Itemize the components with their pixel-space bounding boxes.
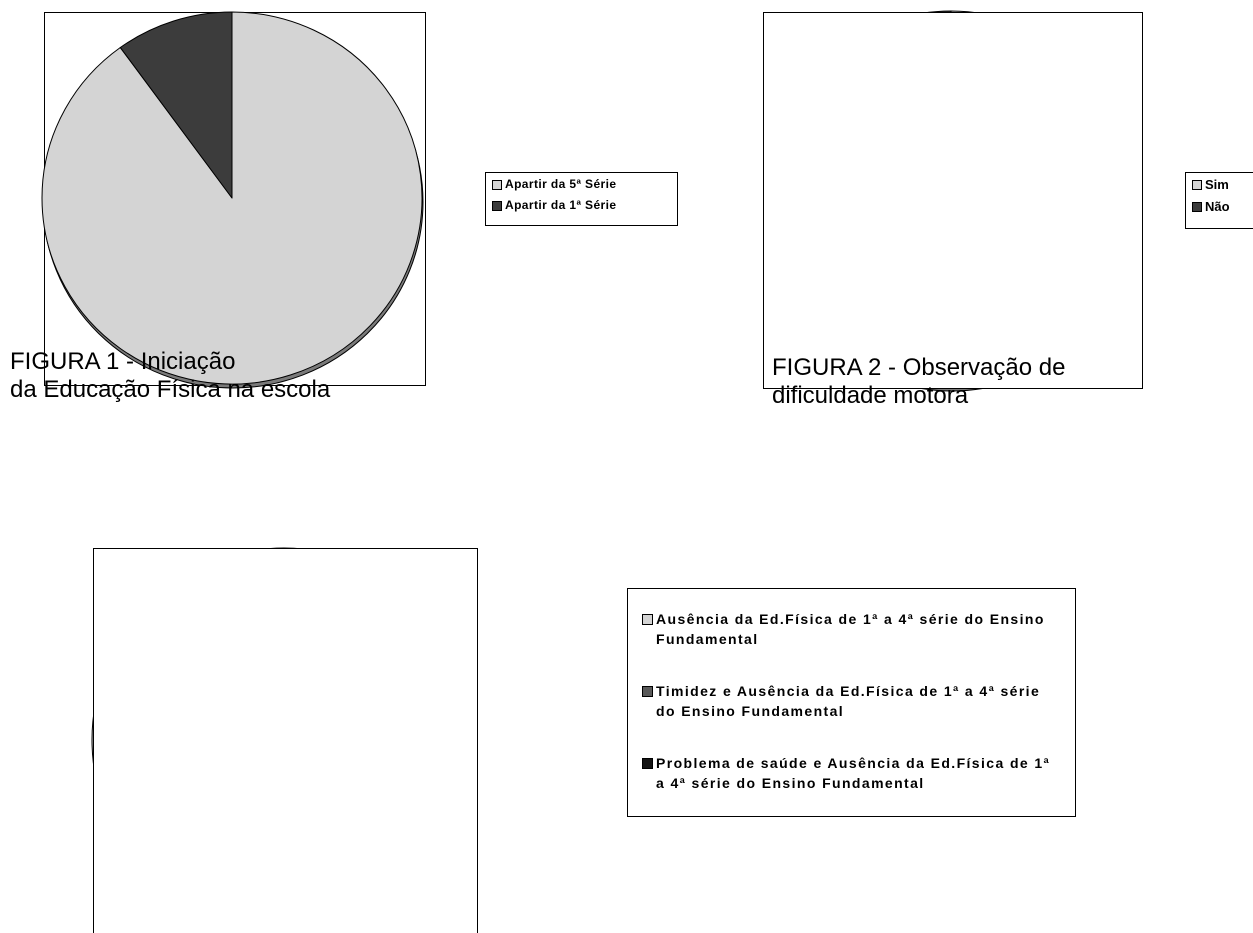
legend-2-item-1: Sim	[1192, 177, 1253, 199]
legend-2-label-2: Não	[1205, 199, 1230, 214]
legend-1-swatch-2	[492, 201, 502, 211]
legend-1-item-2: Apartir da 1ª Série	[492, 198, 671, 219]
legend-2-swatch-1	[1192, 180, 1202, 190]
legend-3: Ausência da Ed.Física de 1ª a 4ª série d…	[627, 588, 1076, 817]
legend-1-label-2: Apartir da 1ª Série	[505, 198, 617, 212]
plot-area-3	[93, 548, 478, 933]
legend-1-label-1: Apartir da 5ª Série	[505, 177, 617, 191]
legend-1-swatch-1	[492, 180, 502, 190]
caption-2-line-1: FIGURA 2 - Observação de	[772, 354, 1066, 381]
figure-caption-1: FIGURA 1 - Iniciação da Educação Física …	[10, 348, 330, 404]
legend-3-item-1: Ausência da Ed.Física de 1ª a 4ª série d…	[642, 609, 1061, 649]
legend-2-item-2: Não	[1192, 199, 1253, 221]
caption-1-line-2: da Educação Física na escola	[10, 376, 331, 403]
legend-3-label-1: Ausência da Ed.Física de 1ª a 4ª série d…	[656, 611, 1045, 647]
legend-3-label-3: Problema de saúde e Ausência da Ed.Físic…	[656, 755, 1051, 791]
legend-3-item-2: Timidez e Ausência da Ed.Física de 1ª a …	[642, 681, 1061, 721]
legend-3-label-2: Timidez e Ausência da Ed.Física de 1ª a …	[656, 683, 1041, 719]
legend-2: Sim Não	[1185, 172, 1253, 229]
legend-3-swatch-3	[642, 758, 653, 769]
legend-3-swatch-1	[642, 614, 653, 625]
plot-area-1	[44, 12, 426, 386]
legend-2-label-1: Sim	[1205, 177, 1229, 192]
caption-1-line-1: FIGURA 1 - Iniciação	[10, 348, 236, 375]
caption-2-line-2: dificuldade motora	[772, 382, 969, 409]
legend-1: Apartir da 5ª Série Apartir da 1ª Série	[485, 172, 678, 226]
legend-3-swatch-2	[642, 686, 653, 697]
figure-caption-2: FIGURA 2 - Observação de dificuldade mot…	[772, 354, 1065, 410]
legend-1-item-1: Apartir da 5ª Série	[492, 177, 671, 198]
legend-3-item-3: Problema de saúde e Ausência da Ed.Físic…	[642, 753, 1061, 793]
legend-2-swatch-2	[1192, 202, 1202, 212]
plot-area-2	[763, 12, 1143, 389]
